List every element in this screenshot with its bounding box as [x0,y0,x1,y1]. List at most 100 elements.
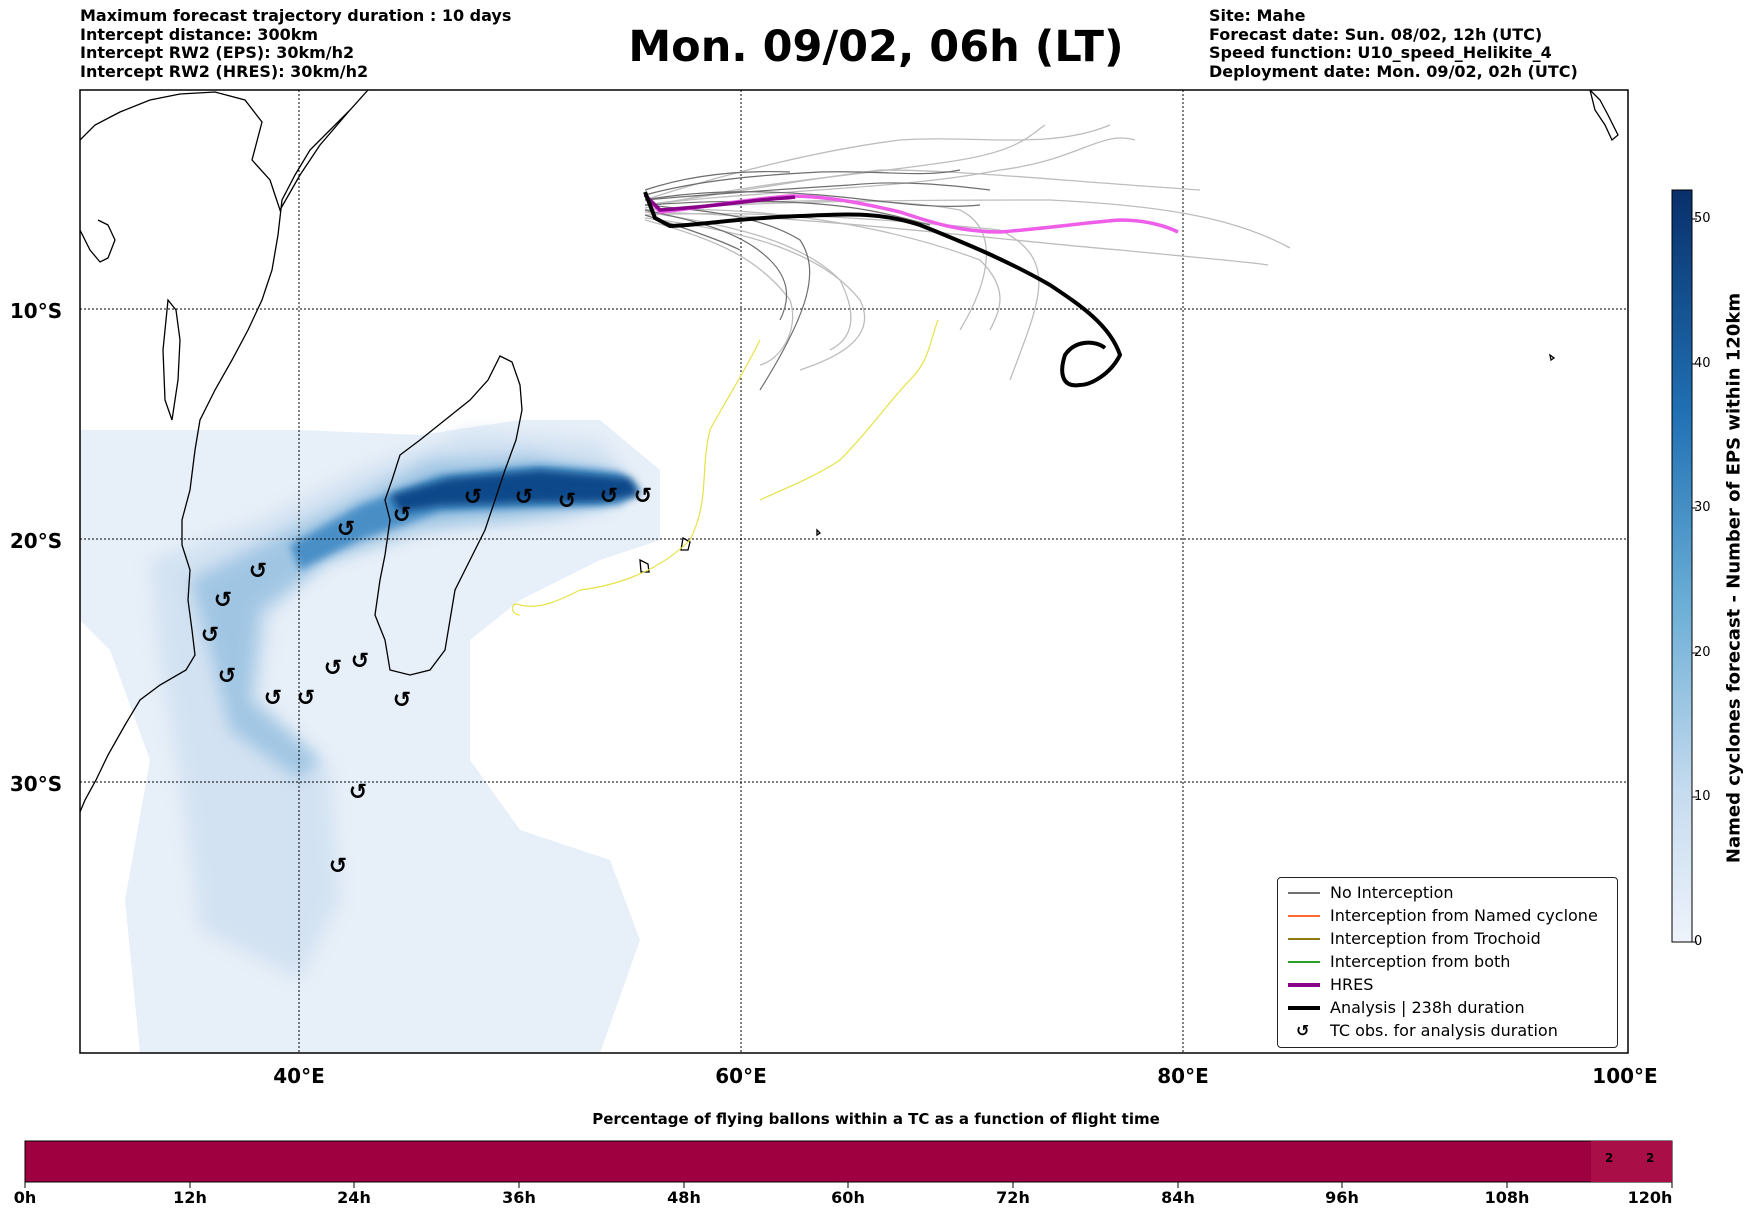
flight-time-bar-last-segment [1591,1141,1672,1182]
colorbar-tick-label: 30 [1694,500,1711,515]
tc-symbol-icon: ↺ [337,517,355,542]
header-info-right: Site: Mahe Forecast date: Sun. 08/02, 12… [1209,6,1578,81]
eps-trajectory [644,208,1001,331]
colorbar-tick-label: 20 [1694,645,1711,660]
time-label-36h: 36h [502,1188,536,1207]
lat-label-30s: 30°S [10,772,62,796]
colorbar-title: Named cyclones forecast - Number of EPS … [1723,292,1745,864]
legend-swatch [1288,983,1320,987]
tc-symbol-icon: ↺ [1296,1021,1310,1040]
arabia-horn-coastline [80,219,116,263]
eps-trajectory [644,200,931,226]
africa-coastline [80,90,369,813]
eps-trajectory [644,170,791,191]
time-label-0h: 0h [13,1188,37,1207]
density-layer-core [390,470,640,512]
rodrigues-island [816,528,822,537]
tc-symbol-icon: ↺ [393,688,411,713]
lat-label-20s: 20°S [10,529,62,553]
legend-item-hres: HRES [1278,974,1617,996]
header-line-site: Site: Mahe [1209,6,1306,25]
north-island [1589,90,1619,142]
percent-value-label: 2 [1646,1151,1655,1165]
colorbar-tick-label: 10 [1694,789,1711,804]
legend-swatch [1288,938,1320,940]
tc-symbol-icon: ↺ [351,649,369,674]
header-line-intercept-distance: Intercept distance: 300km [80,24,319,44]
reunion-island [639,558,650,573]
tc-symbol-icon: ↺ [515,485,533,510]
legend-label: Analysis | 238h duration [1330,998,1525,1017]
legend-item-trochoid: Interception from Trochoid [1278,928,1617,950]
lon-label-100e: 100°E [1592,1064,1657,1088]
legend-label: No Interception [1330,883,1454,902]
tc-symbol-icon: ↺ [297,686,315,711]
tc-symbol-icon: ↺ [464,485,482,510]
density-layer-inner [190,455,610,780]
eps-trajectory [644,124,1046,209]
tc-symbol-icon: ↺ [393,503,411,528]
colorbar-tick-marks [1692,218,1697,943]
legend-label: TC obs. for analysis duration [1330,1021,1558,1040]
header-line-deployment-date: Deployment date: Mon. 09/02, 02h (UTC) [1209,61,1578,81]
eps-trajectory [644,211,852,351]
tc-observations: ↺ ↺ ↺ ↺ ↺ ↺ ↺ ↺ ↺ ↺ ↺ ↺ ↺ ↺ ↺ ↺ ↺ ↺ [201,484,652,879]
eps-trajectory [644,219,794,366]
legend-item-both: Interception from both [1278,951,1617,973]
legend-swatch [1288,892,1320,894]
eps-trajectory [644,169,961,196]
tc-symbol-icon: ↺ [264,686,282,711]
time-label-72h: 72h [996,1188,1030,1207]
eps-trajectory [644,209,788,321]
eps-trajectory [644,137,1136,206]
time-label-60h: 60h [831,1188,865,1207]
eps-trajectory [644,213,1040,381]
flight-time-ticks [24,1182,1673,1188]
legend-item-tc-obs: ↺ TC obs. for analysis duration [1278,1020,1617,1042]
legend-label: Interception from Trochoid [1330,929,1541,948]
eps-trajectory [644,204,811,391]
map-frame [79,89,1629,1054]
eps-trajectory [644,182,991,201]
header-line-max-duration: Maximum forecast trajectory duration : 1… [80,6,512,25]
eps-trajectory [644,124,1111,201]
header-line-forecast-date: Forecast date: Sun. 08/02, 12h (UTC) [1209,24,1543,44]
legend-swatch [1288,1006,1320,1010]
madagascar-coastline [374,355,523,676]
legend-label: HRES [1330,975,1374,994]
tc-symbol-icon: ↺ [634,484,652,509]
tc-symbol-icon: ↺ [349,780,367,805]
trochoid-trajectory-2 [511,339,761,616]
page-title: Mon. 09/02, 06h (LT) [628,22,1124,72]
eps-trajectories-light [644,124,1291,381]
legend-label: Interception from Named cyclone [1330,906,1598,925]
tc-symbol-icon: ↺ [329,854,347,879]
tc-symbol-icon: ↺ [558,489,576,514]
time-label-24h: 24h [337,1188,371,1207]
eps-trajectory [644,217,866,371]
time-label-120h: 120h [1627,1188,1673,1207]
lon-label-40e: 40°E [273,1064,325,1088]
tc-symbol-icon: ↺ [324,656,342,681]
graticule [80,90,1628,1053]
tc-symbol-icon: ↺ [218,664,236,689]
eps-trajectories-no-interception [644,169,991,391]
lon-label-80e: 80°E [1157,1064,1209,1088]
colorbar [1671,189,1693,943]
time-label-96h: 96h [1325,1188,1359,1207]
colorbar-tick-label: 50 [1694,211,1711,226]
eps-trajectory [644,199,988,331]
percent-value-label: 2 [1605,1151,1614,1165]
eps-trajectory [644,191,981,207]
time-label-12h: 12h [173,1188,207,1207]
header-line-intercept-hres: Intercept RW2 (HRES): 30km/h2 [80,61,369,81]
colorbar-tick-label: 0 [1694,934,1703,949]
eps-trajectory [644,199,1291,249]
tc-symbol-icon: ↺ [201,623,219,648]
tc-symbol-icon: ↺ [600,484,618,509]
small-island-1 [162,298,181,421]
trochoid-trajectory-1 [759,319,939,501]
cyclone-density-field [80,420,660,1053]
lat-label-10s: 10°S [10,299,62,323]
